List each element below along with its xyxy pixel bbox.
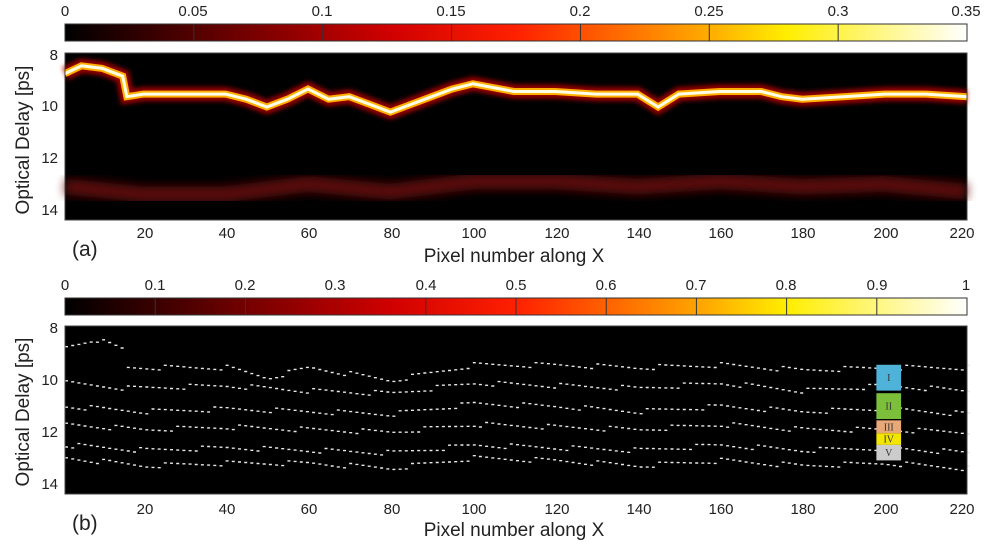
colorbar-b-tick-label: 0: [61, 277, 69, 294]
x-tick-label: 40: [219, 225, 236, 242]
panel-label-a: (a): [72, 238, 98, 261]
legend-swatch: [876, 433, 902, 445]
colorbar-a-tick-label: 0.2: [570, 3, 591, 20]
x-ticks-a: 20 40 60 80 100 120 140 160 180 200 220: [137, 225, 975, 242]
colorbar-b-tick-label: 0.3: [325, 277, 346, 294]
colorbar-b-tick-label: 0.5: [506, 277, 527, 294]
y-tick-label-8: 8: [50, 47, 58, 64]
x-tick-label: 160: [708, 501, 733, 518]
legend-label: I: [887, 373, 890, 384]
x-tick-label: 80: [384, 501, 401, 518]
x-tick-label: 180: [790, 501, 815, 518]
panel-a: 0 0.05 0.1 0.15 0.2 0.25 0.3 0.35 8 10 1…: [13, 3, 981, 267]
colorbar-a-tick-label: 0: [61, 3, 69, 20]
x-tick-label: 60: [301, 225, 318, 242]
colorbar-b-tick-label: 0.6: [596, 277, 617, 294]
ridge-line: [65, 339, 970, 383]
x-tick-label: 80: [384, 225, 401, 242]
x-tick-label: 120: [544, 501, 569, 518]
x-ticks-b: 20 40 60 80 100 120 140 160 180 200 220: [137, 501, 975, 518]
colorbar-a-tick-label: 0.3: [828, 3, 849, 20]
x-axis-label-a: Pixel number along X: [424, 246, 605, 267]
y-axis-label-b: Optical Delay [ps]: [13, 338, 34, 487]
x-tick-label: 60: [301, 501, 318, 518]
colorbar-b-tick-label: 0.4: [416, 277, 437, 294]
legend-swatch: [876, 364, 902, 391]
ridge-line: [65, 455, 970, 472]
colorbar-b-tick-label: 0.7: [686, 277, 707, 294]
legend-label: III: [884, 422, 894, 433]
colorbar-b-tick-label: 0.2: [235, 277, 256, 294]
colorbar-b-tick-label: 0.1: [145, 277, 166, 294]
colorbar-b-ticks: [154, 298, 878, 315]
x-tick-label: 180: [790, 225, 815, 242]
ridge-line: [65, 380, 970, 396]
x-tick-label: 20: [137, 225, 154, 242]
y-tick-label-10: 10: [41, 372, 58, 389]
colorbar-a-tick-label: 0.1: [312, 3, 333, 20]
panel-b: 0 0.1 0.2 0.3 0.4 0.5 0.6 0.7 0.8 0.9 1 …: [13, 277, 975, 541]
legend-label: II: [885, 402, 892, 413]
x-tick-label: 200: [873, 225, 898, 242]
ridge-line: [65, 421, 970, 435]
colorbar-a-tick-label: 0.35: [951, 3, 980, 20]
x-tick-label: 220: [949, 225, 974, 242]
panel-label-b: (b): [72, 512, 98, 535]
colorbar-b-tick-label: 0.9: [867, 277, 888, 294]
colorbar-b-tick-label: 1: [962, 277, 970, 294]
x-tick-label: 20: [137, 501, 154, 518]
colorbar-a: [64, 23, 968, 42]
colorbar-b-tick-label: 0.8: [776, 277, 797, 294]
heatmap-b-background: [65, 326, 967, 494]
y-axis-label-a: Optical Delay [ps]: [13, 66, 34, 215]
legend-swatch: [876, 393, 902, 420]
x-axis-label-b: Pixel number along X: [424, 520, 605, 541]
colorbar-a-tick-label: 0.15: [436, 3, 465, 20]
x-tick-label: 100: [461, 501, 486, 518]
x-tick-label: 200: [873, 501, 898, 518]
x-tick-label: 40: [219, 501, 236, 518]
x-tick-label: 220: [949, 501, 974, 518]
y-tick-label-12: 12: [41, 424, 58, 441]
ridge-line: [65, 442, 970, 456]
legend-label: IV: [883, 435, 894, 446]
x-tick-label: 160: [708, 225, 733, 242]
trace-faint: [64, 173, 968, 203]
y-tick-label-14: 14: [41, 202, 58, 219]
colorbar-a-ticks: [193, 24, 839, 41]
x-tick-label: 140: [626, 501, 651, 518]
colorbar-a-tick-label: 0.25: [694, 3, 723, 20]
x-tick-label: 100: [461, 225, 486, 242]
heatmap-a-traces: [62, 58, 968, 203]
heatmap-b-traces: [65, 339, 970, 472]
y-tick-label-12: 12: [41, 150, 58, 167]
ridge-line: [65, 401, 970, 417]
legend-swatch: [876, 420, 902, 434]
x-tick-label: 140: [626, 225, 651, 242]
heatmap-b-frame: [64, 325, 968, 495]
y-tick-label-10: 10: [41, 98, 58, 115]
x-tick-label: 120: [544, 225, 569, 242]
colorbar-a-tick-label: 0.05: [178, 3, 207, 20]
heatmap-a-frame: [64, 52, 968, 221]
legend-label: V: [885, 448, 893, 459]
legend-swatch: [876, 444, 902, 461]
y-tick-label-14: 14: [41, 476, 58, 493]
trace-peak: [64, 64, 968, 114]
y-tick-label-8: 8: [50, 320, 58, 337]
